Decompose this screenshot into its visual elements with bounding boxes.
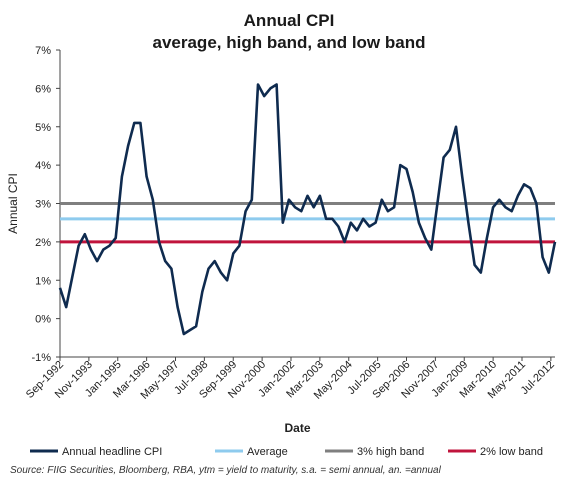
legend-label: Average (247, 446, 288, 458)
axes-group: -1%0%1%2%3%4%5%6%7%Sep-1992Nov-1993Jan-1… (6, 45, 557, 435)
y-tick-label: 0% (35, 314, 51, 326)
y-tick-label: 1% (35, 275, 51, 287)
legend-label: Annual headline CPI (62, 446, 162, 458)
series-group (58, 83, 557, 336)
y-axis-title: Annual CPI (6, 173, 20, 234)
y-tick-label: 4% (35, 160, 51, 172)
chart-subtitle: average, high band, and low band (152, 33, 426, 52)
y-tick-label: 5% (35, 122, 51, 134)
source-note: Source: FIIG Securities, Bloomberg, RBA,… (10, 465, 441, 476)
y-tick-label: 3% (35, 199, 51, 211)
y-tick-label: 2% (35, 237, 51, 249)
y-tick-label: 6% (35, 83, 51, 95)
y-tick-label: -1% (31, 352, 51, 364)
series-line-annual-headline-cpi (58, 83, 557, 336)
legend-label: 2% low band (480, 446, 543, 458)
x-axis-title: Date (284, 421, 310, 435)
legend: Annual headline CPI Average 3% high band 2%… (30, 446, 543, 458)
reference-lines-group (60, 202, 555, 244)
legend-label: 3% high band (357, 446, 424, 458)
y-tick-label: 7% (35, 45, 51, 57)
chart-title: Annual CPI (243, 11, 335, 30)
